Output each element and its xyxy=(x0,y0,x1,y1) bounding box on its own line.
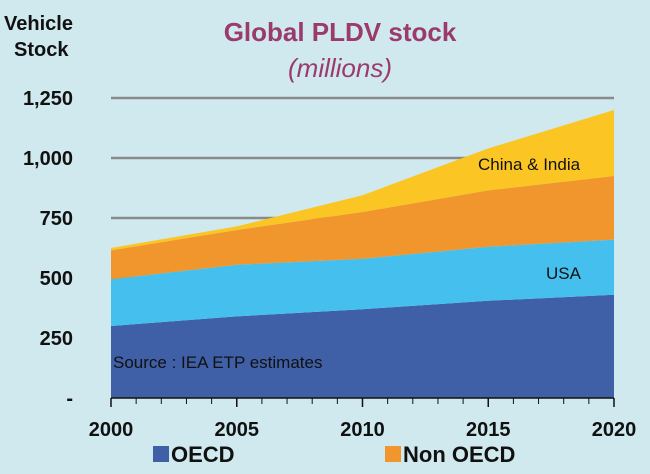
annotation-china-india: China & India xyxy=(478,155,581,174)
chart-title: Global PLDV stock xyxy=(224,17,457,47)
x-tick-label-2000: 2000 xyxy=(89,419,134,441)
y-tick-label-0: - xyxy=(66,388,73,410)
series-area-oecd xyxy=(111,294,614,398)
series-area-non-oecd xyxy=(111,176,614,280)
stacked-areas xyxy=(111,110,614,398)
y-tick-label-1000: 1,000 xyxy=(23,148,73,170)
legend-swatch-non-oecd xyxy=(385,446,401,462)
annotation-source: Source : IEA ETP estimates xyxy=(113,353,322,372)
legend-swatch-oecd xyxy=(153,446,169,462)
series-area-china-india xyxy=(111,110,614,251)
y-tick-label-500: 500 xyxy=(40,268,73,290)
axes: - 250 500 750 1,000 1,250 2000 2005 2010 2015 2020 xyxy=(23,88,636,441)
legend-label-oecd: OECD xyxy=(171,442,235,467)
series-area-usa xyxy=(111,239,614,326)
y-axis-label-line-1: Vehicle xyxy=(4,13,73,35)
x-tick-label-2020: 2020 xyxy=(592,419,637,441)
y-tick-label-1250: 1,250 xyxy=(23,88,73,110)
y-tick-label-750: 750 xyxy=(40,208,73,230)
x-tick-label-2015: 2015 xyxy=(466,419,511,441)
y-axis-label-line-2: Stock xyxy=(14,39,69,61)
legend-label-non-oecd: Non OECD xyxy=(403,442,515,467)
x-tick-label-2005: 2005 xyxy=(215,419,260,441)
annotation-usa: USA xyxy=(546,264,582,283)
legend: OECD Non OECD xyxy=(153,442,515,467)
chart-subtitle: (millions) xyxy=(288,53,392,83)
y-tick-label-250: 250 xyxy=(40,328,73,350)
x-tick-label-2010: 2010 xyxy=(340,419,385,441)
